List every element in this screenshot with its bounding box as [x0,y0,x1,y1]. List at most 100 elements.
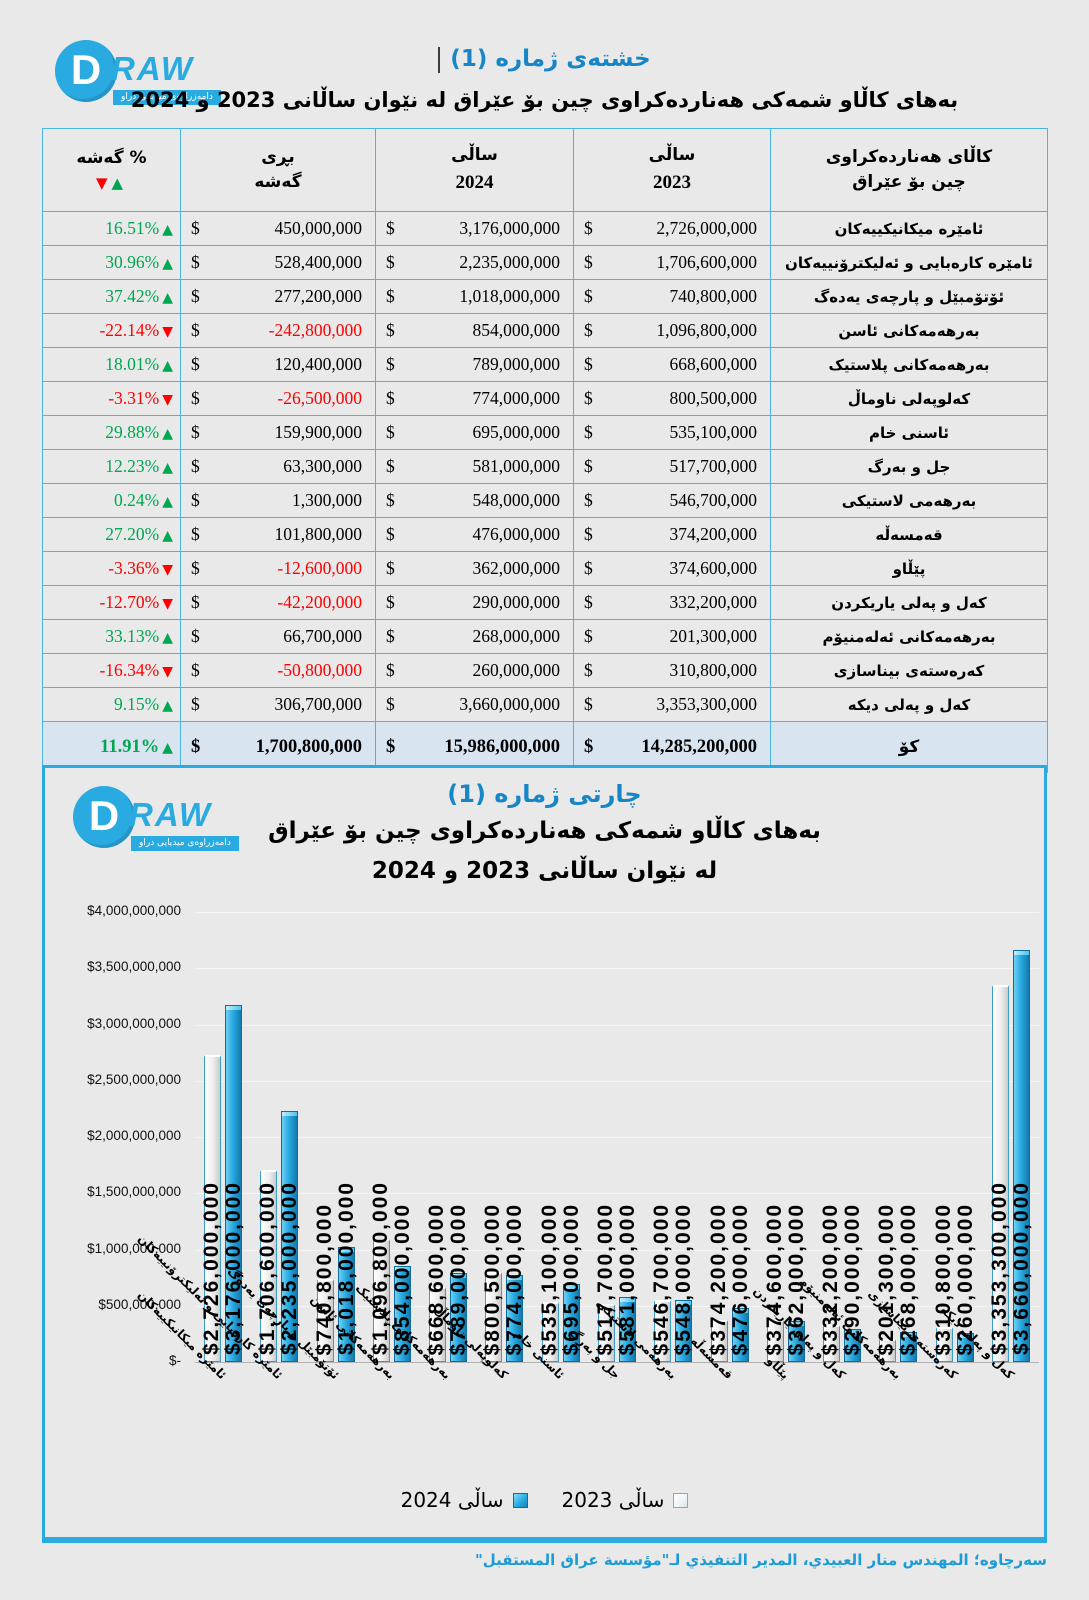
currency-symbol: $ [584,626,593,646]
year-2024-cell-content: $15,986,000,000 [377,737,572,758]
growth-amount-cell-content: $ -242,800,000 [182,320,374,341]
draw-logo-tagline: دامەزراوەی میدیایی دراو [131,836,239,851]
growth-amount-cell-value: -242,800,000 [268,320,362,340]
table-title-text: خشتەی ژمارە (1) [450,46,651,72]
growth-amount-cell: $63,300,000 [180,449,376,484]
currency-symbol: $ [386,388,395,408]
bar-label-2023: $332,200,000 [819,1202,843,1355]
growth-pct-cell: 37.42% ▲ [42,279,181,314]
draw-logo-tagline: دامەزراوەی میدیایی دراو [113,90,221,105]
year-2023-cell: $535,100,000 [573,415,771,450]
year-2024-cell-value: 362,000,000 [472,558,561,578]
growth-pct-cell: 18.01% ▲ [42,347,181,382]
up-triangle-icon: ▲ [162,290,173,306]
year-2023-cell: $668,600,000 [573,347,771,382]
year-2024-cell-content: $290,000,000 [377,592,572,613]
header-goods: کاڵای هەناردەکراوی چین بۆ عێراق [770,128,1048,212]
legend-item-2024: ساڵی 2024 [401,1488,528,1512]
growth-pct-cell: 9.15% ▲ [42,687,181,722]
goods-name-cell: ئامێرە میکانیکییەکان [770,211,1048,246]
year-2024-cell-content: $548,000,000 [377,490,572,511]
currency-symbol: $ [191,660,200,680]
growth-amount-cell-value: 101,800,000 [274,524,363,544]
growth-amount-cell: $450,000,000 [180,211,376,246]
goods-name-cell: ئامێرە کارەبایی و ئەلیکترۆنییەکان [770,245,1048,280]
currency-symbol: $ [584,660,593,680]
growth-pct-value: 11.91% [100,736,160,757]
up-triangle-icon: ▲ [162,494,173,510]
growth-pct-cell: 27.20% ▲ [42,517,181,552]
y-axis-label: $- [168,1353,181,1368]
year-2024-cell-content: $774,000,000 [377,388,572,409]
bar-2023 [823,1325,841,1362]
year-2024-cell-content: $789,000,000 [377,354,572,375]
table-subtitle: بەهای کاڵاو شمەکی هەناردەکراوی چین بۆ عێ… [130,88,959,112]
currency-symbol: $ [191,422,200,442]
growth-amount-cell: $ -50,800,000 [180,653,376,688]
year-2023-cell-content: $1,706,600,000 [575,252,769,273]
year-2024-cell-content: $3,660,000,000 [377,694,572,715]
year-2024-cell-content: $3,176,000,000 [377,218,572,239]
year-2023-cell-content: $535,100,000 [575,422,769,443]
draw-logo: D RAW دامەزراوەی میدیایی دراو [55,40,230,122]
currency-symbol: $ [386,218,395,238]
growth-amount-cell-value: 277,200,000 [274,286,363,306]
growth-amount-cell-value: -42,200,000 [277,592,362,612]
y-axis-label: $1,000,000,000 [87,1240,181,1256]
year-2024-cell: $2,235,000,000 [375,245,574,280]
currency-symbol: $ [191,286,200,306]
growth-pct-cell: 11.91% ▲ [42,721,181,773]
year-2024-cell: $15,986,000,000 [375,721,574,773]
growth-amount-cell-content: $120,400,000 [182,354,374,375]
y-axis-label: $2,500,000,000 [87,1071,181,1087]
table-row: -12.70% ▼ $ -42,200,000 $290,000,000 $332,200… [42,585,1048,620]
year-2023-cell-content: $3,353,300,000 [575,694,769,715]
currency-symbol: $ [191,388,200,408]
draw-logo-brand-text: RAW [129,796,212,833]
year-2024-cell-value: 695,000,000 [472,422,561,442]
draw-logo-chart: D RAW دامەزراوەی میدیایی دراو [73,786,248,868]
bar-label-2023: $517,700,000 [594,1202,617,1355]
currency-symbol: $ [584,354,593,374]
year-2023-cell-content: $668,600,000 [575,354,769,375]
year-2023-cell-content: $546,700,000 [575,490,769,511]
chart-legend: ساڵی 2024 ساڵی 2023 [45,1488,1044,1512]
currency-symbol: $ [386,490,395,510]
bar-2023 [654,1300,672,1362]
header-2024-line1: ساڵی [451,145,498,165]
table-header-row: گەشە % ▼▲ بڕی گەشە ساڵی 2024 ساڵی 2023 ک… [42,128,1048,212]
growth-amount-cell-content: $1,300,000 [182,490,374,511]
growth-amount-cell: $ -26,500,000 [180,381,376,416]
growth-amount-cell-content: $277,200,000 [182,286,374,307]
year-2024-cell-value: 476,000,000 [472,524,561,544]
growth-amount-cell-content: $1,700,800,000 [182,737,374,758]
table-row: 29.88% ▲ $159,900,000 $695,000,000 $535,100,… [42,415,1048,450]
year-2024-cell-content: $695,000,000 [377,422,572,443]
currency-symbol: $ [584,422,593,442]
bar-2024 [337,1247,355,1362]
bar-2023 [710,1320,728,1362]
bar-2023 [429,1287,447,1362]
currency-symbol: $ [191,218,200,238]
year-2023-cell: $332,200,000 [573,585,771,620]
currency-symbol: $ [191,252,200,272]
gridline [195,1024,1039,1026]
year-2024-cell-value: 290,000,000 [472,592,561,612]
growth-pct-value: -3.36% [108,558,160,578]
currency-symbol: $ [584,252,593,272]
growth-pct-value: 12.23% [105,456,160,476]
year-2024-cell: $581,000,000 [375,449,574,484]
year-2024-cell-content: $2,235,000,000 [377,252,572,273]
down-triangle-icon: ▼ [162,392,173,408]
source-note: سەرچاوە؛ المهندس منار العبيدي، المدير ال… [474,1551,1047,1569]
down-triangle-icon: ▼ [162,324,173,340]
goods-name-cell: بەرهەمی لاستیکی [770,483,1048,518]
growth-amount-cell: $ -242,800,000 [180,313,376,348]
up-triangle-icon: ▲ [162,256,173,272]
table-row: 12.23% ▲ $63,300,000 $581,000,000 $517,700,0… [42,449,1048,484]
growth-amount-cell: $ -42,200,000 [180,585,376,620]
year-2023-cell-value: 374,600,000 [669,558,758,578]
year-2023-cell: $310,800,000 [573,653,771,688]
year-2023-cell-value: 800,500,000 [669,388,758,408]
gridline [195,1137,1039,1138]
